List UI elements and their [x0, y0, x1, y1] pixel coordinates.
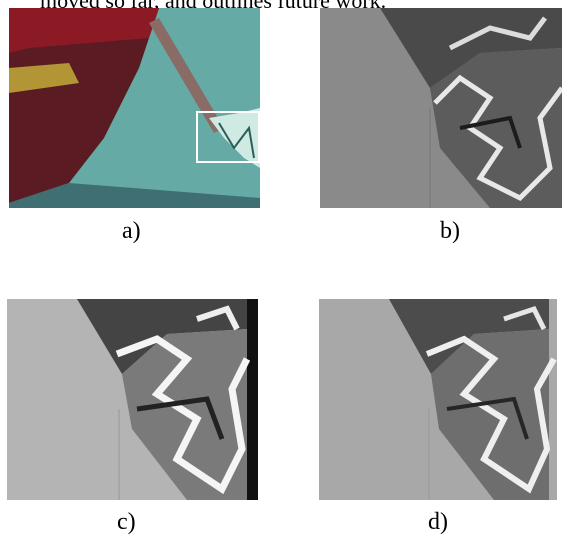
panel-label: a) — [122, 218, 141, 245]
image-b — [320, 8, 562, 208]
panel-label: d) — [428, 509, 448, 536]
image-d — [319, 299, 557, 500]
image-c — [7, 299, 258, 500]
panel-label: c) — [117, 509, 136, 536]
page: moved so far, and outlines future work. — [0, 0, 563, 537]
panel-label: b) — [440, 218, 460, 245]
photo-a — [9, 8, 260, 208]
